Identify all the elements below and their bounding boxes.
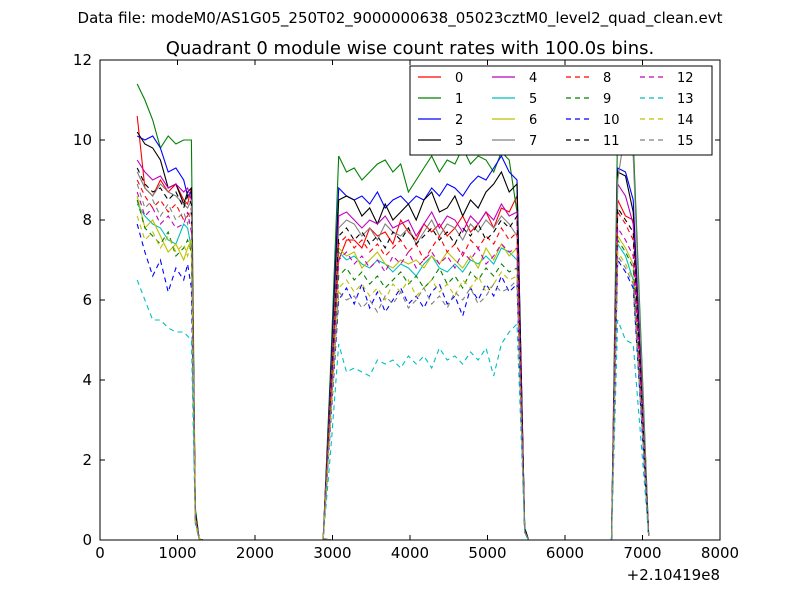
legend-label-10: 10 <box>603 113 620 128</box>
y-tick-label: 6 <box>82 291 92 309</box>
x-tick-label: 2000 <box>236 544 274 562</box>
legend-label-3: 3 <box>455 134 463 149</box>
y-tick-label: 0 <box>82 531 92 549</box>
x-tick-label: 3000 <box>313 544 351 562</box>
x-tick-label: 4000 <box>391 544 429 562</box>
legend-label-0: 0 <box>455 71 463 86</box>
legend-label-14: 14 <box>677 113 694 128</box>
x-tick-label: 6000 <box>546 544 584 562</box>
legend-label-9: 9 <box>603 92 611 107</box>
x-tick-label: 5000 <box>468 544 506 562</box>
x-tick-label: 0 <box>95 544 105 562</box>
legend-label-7: 7 <box>529 134 537 149</box>
legend-label-2: 2 <box>455 113 463 128</box>
legend-label-11: 11 <box>603 134 620 149</box>
y-tick-label: 10 <box>73 131 92 149</box>
y-tick-label: 2 <box>82 451 92 469</box>
legend-label-4: 4 <box>529 71 537 86</box>
legend-label-1: 1 <box>455 92 463 107</box>
x-axis-offset-label: +2.10419e8 <box>627 566 720 584</box>
y-tick-label: 12 <box>73 51 92 69</box>
legend-label-13: 13 <box>677 92 694 107</box>
legend-label-6: 6 <box>529 113 537 128</box>
figure-suptitle: Data file: modeM0/AS1G05_250T02_90000006… <box>78 9 723 28</box>
chart-title: Quadrant 0 module wise count rates with … <box>166 38 655 59</box>
legend-label-12: 12 <box>677 71 694 86</box>
y-tick-label: 8 <box>82 211 92 229</box>
y-tick-label: 4 <box>82 371 92 389</box>
x-tick-label: 8000 <box>701 544 739 562</box>
legend-label-5: 5 <box>529 92 537 107</box>
legend-label-8: 8 <box>603 71 611 86</box>
x-tick-label: 7000 <box>623 544 661 562</box>
axis-layer: 0 1000 2000 3000 4000 5000 6000 7000 80000246810… <box>73 51 739 562</box>
x-tick-label: 1000 <box>158 544 196 562</box>
legend-label-15: 15 <box>677 134 694 149</box>
